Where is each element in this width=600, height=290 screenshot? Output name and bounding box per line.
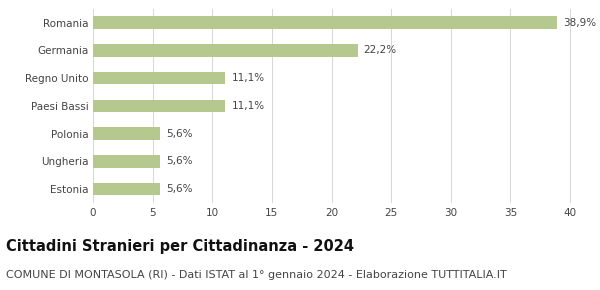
Bar	[93, 183, 160, 195]
Text: 22,2%: 22,2%	[364, 45, 397, 55]
Bar	[93, 44, 358, 57]
Text: 5,6%: 5,6%	[166, 156, 192, 166]
Bar	[93, 127, 160, 140]
Text: 11,1%: 11,1%	[232, 73, 265, 83]
Text: 5,6%: 5,6%	[166, 184, 192, 194]
Text: 38,9%: 38,9%	[563, 18, 596, 28]
Bar	[93, 72, 226, 84]
Text: COMUNE DI MONTASOLA (RI) - Dati ISTAT al 1° gennaio 2024 - Elaborazione TUTTITAL: COMUNE DI MONTASOLA (RI) - Dati ISTAT al…	[6, 270, 507, 280]
Text: 5,6%: 5,6%	[166, 128, 192, 139]
Bar	[93, 16, 557, 29]
Bar	[93, 155, 160, 168]
Text: Cittadini Stranieri per Cittadinanza - 2024: Cittadini Stranieri per Cittadinanza - 2…	[6, 239, 354, 254]
Bar	[93, 99, 226, 112]
Text: 11,1%: 11,1%	[232, 101, 265, 111]
